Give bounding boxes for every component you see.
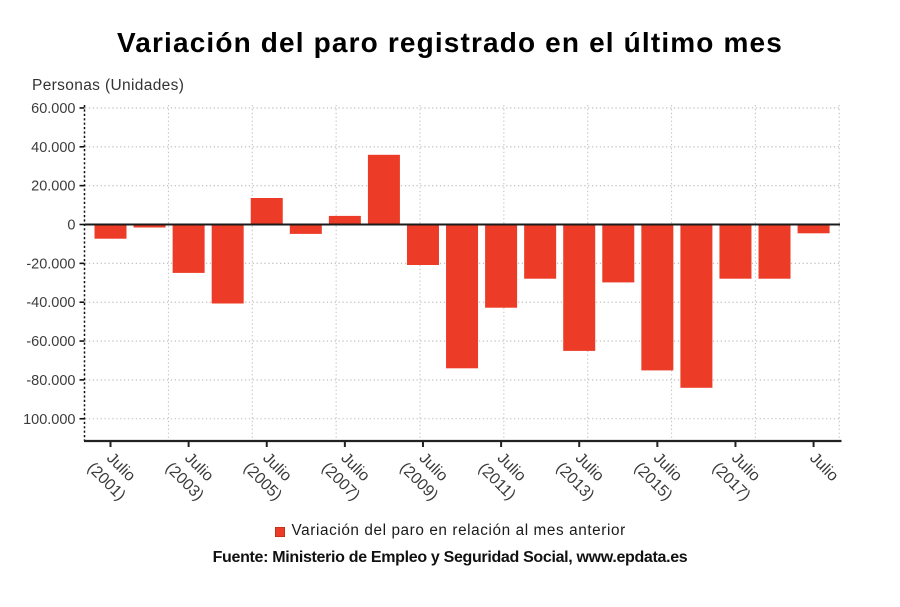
svg-text:Julio(2001): Julio(2001) bbox=[84, 445, 143, 504]
svg-text:Julio(2009): Julio(2009) bbox=[396, 445, 455, 504]
svg-text:100.000: 100.000 bbox=[23, 412, 75, 428]
svg-text:Julio(2003): Julio(2003) bbox=[162, 445, 221, 504]
svg-text:-20.000: -20.000 bbox=[26, 256, 75, 272]
svg-text:0: 0 bbox=[67, 218, 75, 234]
svg-text:Julio(2011): Julio(2011) bbox=[475, 445, 533, 503]
svg-text:40.000: 40.000 bbox=[31, 140, 75, 156]
svg-text:-60.000: -60.000 bbox=[26, 334, 75, 350]
svg-text:60.000: 60.000 bbox=[31, 101, 75, 117]
svg-text:Julio(2017): Julio(2017) bbox=[709, 445, 768, 504]
svg-text:-80.000: -80.000 bbox=[26, 373, 75, 389]
svg-text:Julio: Julio bbox=[806, 450, 841, 485]
svg-text:20.000: 20.000 bbox=[31, 179, 75, 195]
svg-text:-40.000: -40.000 bbox=[26, 295, 75, 311]
svg-text:Julio(2015): Julio(2015) bbox=[631, 445, 690, 504]
svg-text:Julio(2013): Julio(2013) bbox=[553, 445, 612, 504]
svg-text:Julio(2007): Julio(2007) bbox=[318, 445, 377, 504]
svg-text:Julio(2005): Julio(2005) bbox=[240, 445, 299, 504]
